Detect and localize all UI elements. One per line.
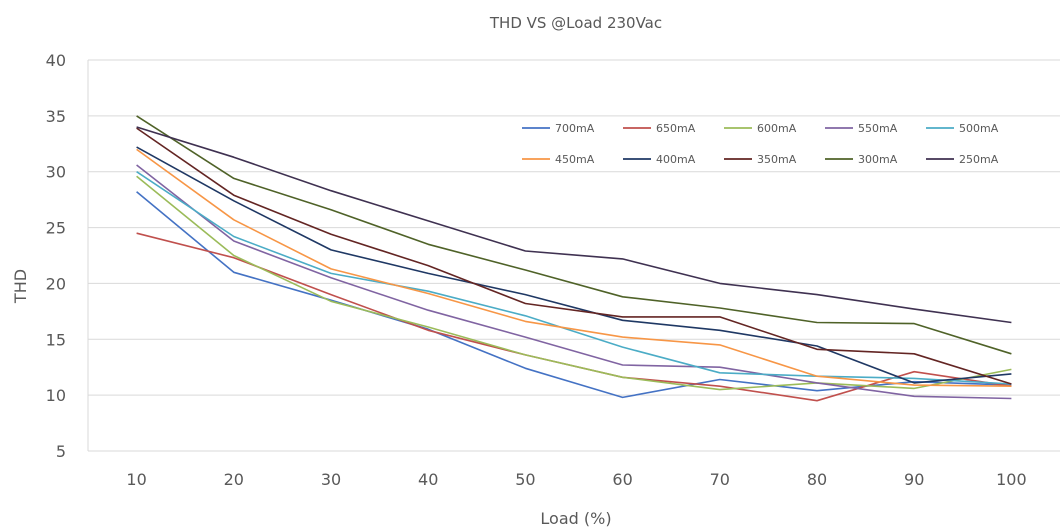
y-tick-label: 25 xyxy=(46,219,66,238)
chart-title: THD VS @Load 230Vac xyxy=(489,14,662,32)
legend-label: 700mA xyxy=(555,122,595,135)
legend-item-700mA: 700mA xyxy=(522,122,595,135)
y-axis-label: THD xyxy=(11,269,30,304)
y-axis-ticks: 5 10 15 20 25 30 35 40 xyxy=(46,51,66,461)
x-tick-label: 30 xyxy=(321,470,341,489)
series-line-550mA xyxy=(136,164,1012,400)
legend-item-350mA: 350mA xyxy=(724,153,797,166)
legend-label: 500mA xyxy=(959,122,999,135)
legend-item-250mA: 250mA xyxy=(926,153,999,166)
series-line-450mA xyxy=(136,148,1012,387)
legend-label: 600mA xyxy=(757,122,797,135)
legend-item-400mA: 400mA xyxy=(623,153,696,166)
x-tick-label: 60 xyxy=(612,470,632,489)
legend-item-450mA: 450mA xyxy=(522,153,595,166)
series-line-350mA xyxy=(136,127,1012,385)
legend-item-600mA: 600mA xyxy=(724,122,797,135)
legend-label: 400mA xyxy=(656,153,696,166)
legend-label: 350mA xyxy=(757,153,797,166)
series-line-500mA xyxy=(136,171,1012,385)
legend-label: 550mA xyxy=(858,122,898,135)
x-tick-label: 20 xyxy=(224,470,244,489)
series-line-650mA xyxy=(136,232,1012,402)
series-line-300mA xyxy=(136,115,1012,355)
y-tick-label: 20 xyxy=(46,274,66,293)
y-tick-label: 15 xyxy=(46,330,66,349)
y-tick-label: 30 xyxy=(46,163,66,182)
x-axis-label: Load (%) xyxy=(540,509,611,528)
x-tick-label: 90 xyxy=(904,470,924,489)
legend-label: 250mA xyxy=(959,153,999,166)
legend-label: 300mA xyxy=(858,153,898,166)
legend-item-500mA: 500mA xyxy=(926,122,999,135)
series-lines xyxy=(136,115,1012,402)
x-axis-ticks: 10 20 30 40 50 60 70 80 90 100 xyxy=(126,470,1026,489)
y-tick-label: 40 xyxy=(46,51,66,70)
x-tick-label: 40 xyxy=(418,470,438,489)
y-tick-label: 5 xyxy=(56,442,66,461)
series-line-250mA xyxy=(136,126,1012,324)
x-tick-label: 80 xyxy=(807,470,827,489)
legend-item-650mA: 650mA xyxy=(623,122,696,135)
y-tick-label: 35 xyxy=(46,107,66,126)
y-tick-label: 10 xyxy=(46,386,66,405)
series-line-600mA xyxy=(136,175,1012,391)
legend: 700mA 650mA 600mA 550mA 500mA 450mA 400mA 350mA… xyxy=(522,122,999,166)
series-line-400mA xyxy=(136,146,1012,384)
legend-item-300mA: 300mA xyxy=(825,153,898,166)
x-tick-label: 100 xyxy=(996,470,1027,489)
legend-item-550mA: 550mA xyxy=(825,122,898,135)
legend-label: 650mA xyxy=(656,122,696,135)
x-tick-label: 10 xyxy=(126,470,146,489)
legend-label: 450mA xyxy=(555,153,595,166)
x-tick-label: 70 xyxy=(710,470,730,489)
x-tick-label: 50 xyxy=(515,470,535,489)
